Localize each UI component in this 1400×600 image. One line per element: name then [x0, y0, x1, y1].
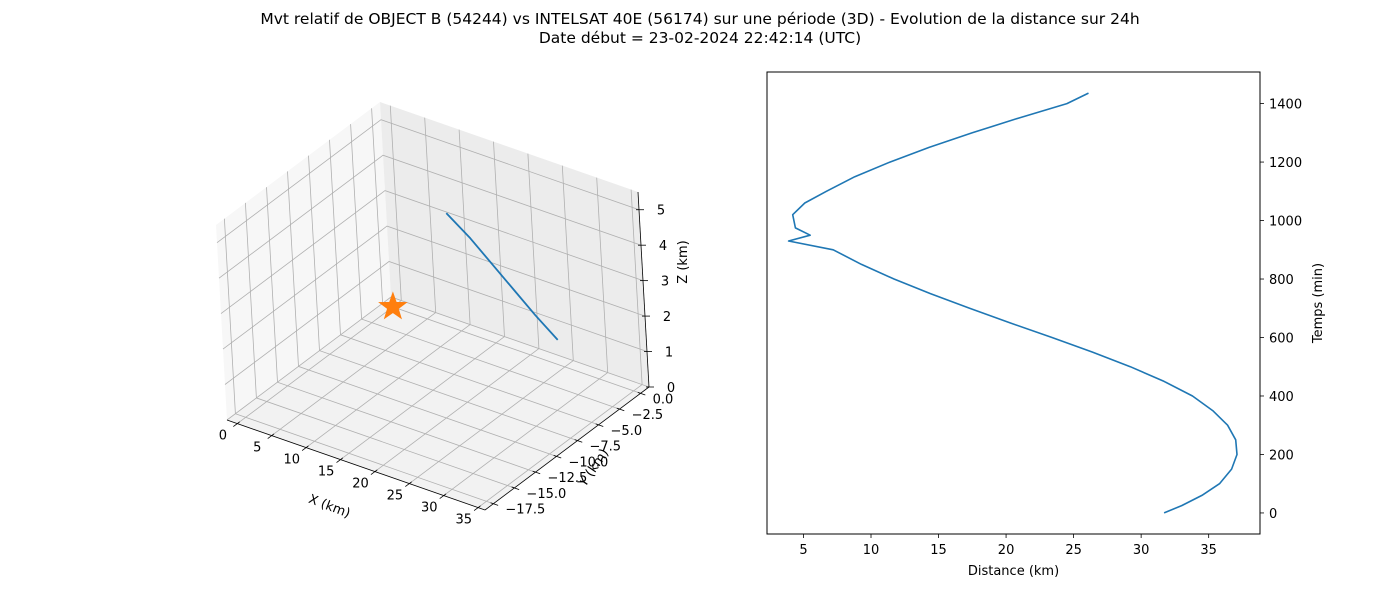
- x-tick: [370, 469, 378, 475]
- z-tick-label: 5: [657, 204, 665, 219]
- z-gridline: [216, 119, 640, 244]
- y-tick: [637, 391, 646, 396]
- y-tick: [490, 502, 499, 506]
- y-tick-label: −10.0: [568, 455, 608, 470]
- x-tick: [439, 493, 447, 499]
- x-tick-label: 15: [930, 543, 947, 558]
- y-tick: [532, 470, 541, 475]
- y-tick-label: 0: [1269, 507, 1277, 522]
- trajectory-line: [445, 212, 559, 341]
- z-tick-label: 0: [667, 381, 675, 396]
- y-tick-label: −17.5: [505, 503, 545, 518]
- pane-back: [380, 102, 649, 387]
- x-tick-label: 20: [998, 543, 1015, 558]
- y-tick-label: −2.5: [632, 408, 664, 423]
- y-tick-label: 1000: [1269, 215, 1302, 230]
- x-axis-label: X (km): [306, 492, 352, 522]
- y-tick: [616, 407, 625, 412]
- x-tick-label: 15: [318, 464, 335, 479]
- z-tick-label: 1: [665, 346, 673, 361]
- y-tick-label: −15.0: [526, 487, 566, 502]
- x-tick-label: 0: [219, 428, 227, 443]
- y-tick: [553, 455, 562, 459]
- z-tick-label: 2: [663, 310, 671, 325]
- z-gridline: [220, 190, 644, 314]
- reference-star-marker: [378, 291, 408, 320]
- x-tick-label: 20: [352, 476, 369, 491]
- x-tick: [267, 433, 275, 439]
- y-axis-line: [484, 386, 650, 511]
- plot-frame: [766, 71, 1261, 535]
- x-tick-label: 30: [1133, 543, 1150, 558]
- x-tick-label: 25: [1065, 543, 1082, 558]
- z-axis-line: [637, 191, 650, 388]
- y-axis-label: Temps (min): [1311, 263, 1326, 344]
- title-line-2: Date début = 23-02-2024 22:42:14 (UTC): [538, 29, 862, 47]
- z-tick-label: 3: [661, 275, 669, 290]
- distance-curve: [787, 92, 1238, 514]
- x-tick-label: 10: [863, 543, 880, 558]
- y-tick-label: 400: [1269, 390, 1294, 405]
- x-tick-label: 35: [1200, 543, 1217, 558]
- x-tick: [336, 457, 344, 463]
- x-tick-label: 5: [799, 543, 807, 558]
- y-tick-label: 0.0: [653, 392, 674, 407]
- y-tick: [511, 486, 520, 490]
- z-axis-label: Z (km): [676, 240, 691, 283]
- y-tick-label: 200: [1269, 448, 1294, 463]
- pane-left: [216, 102, 391, 420]
- y-tick-label: −5.0: [611, 424, 643, 439]
- y-tick: [574, 439, 583, 443]
- y-tick-label: 600: [1269, 332, 1294, 347]
- axes-2d: 5 10 15 20 25 30 35 0 200 400 600 800 1000 1200 1400 Di…: [766, 71, 1326, 579]
- y-tick-label: 800: [1269, 273, 1294, 288]
- x-tick: [233, 421, 240, 427]
- x-tick: [473, 505, 481, 511]
- y-tick: [595, 423, 604, 427]
- z-gridline: [222, 225, 646, 350]
- x-tick-label: 35: [455, 512, 472, 527]
- y-tick-label: −12.5: [547, 471, 587, 486]
- x-tick-label: 10: [283, 452, 300, 467]
- y-tick-label: 1400: [1269, 98, 1302, 113]
- x-tick: [405, 481, 412, 487]
- z-tick-label: 4: [659, 239, 667, 254]
- axes-3d: 051015202530350.0−2.5−5.0−7.5−10.0−12.5−…: [216, 102, 691, 527]
- x-axis-label: Distance (km): [968, 564, 1059, 579]
- x-tick-label: 25: [387, 488, 404, 503]
- z-gridline: [218, 154, 642, 279]
- y-tick-label: 1200: [1269, 156, 1302, 171]
- z-gridline: [224, 261, 648, 385]
- x-tick: [301, 445, 309, 451]
- x-axis-line: [226, 419, 486, 511]
- x-tick-label: 30: [421, 500, 438, 515]
- x-tick-label: 5: [253, 440, 261, 455]
- figure-title: Mvt relatif de OBJECT B (54244) vs INTEL…: [0, 10, 1400, 48]
- title-line-1: Mvt relatif de OBJECT B (54244) vs INTEL…: [260, 10, 1140, 28]
- y-tick-label: −7.5: [590, 440, 622, 455]
